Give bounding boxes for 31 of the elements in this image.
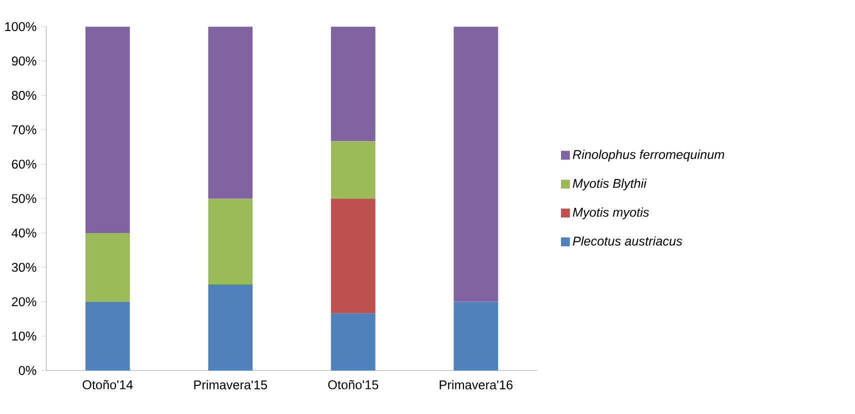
x-tick-label: Primavera'15 bbox=[194, 380, 268, 390]
y-tick-label: 90% bbox=[12, 56, 36, 66]
x-tick-label: Primavera'16 bbox=[440, 380, 513, 390]
y-tick-label: 60% bbox=[12, 160, 36, 169]
bar bbox=[85, 302, 130, 371]
x-tick-label: Otoño'14 bbox=[82, 380, 133, 390]
y-tick-label: 100% bbox=[5, 22, 36, 32]
bar bbox=[454, 26, 498, 302]
bar bbox=[208, 198, 253, 285]
y-tick-label: 50% bbox=[12, 194, 36, 204]
x-tick-label: Otoño'15 bbox=[328, 380, 378, 390]
bar bbox=[330, 141, 376, 199]
legend-label: Myotis myotis bbox=[572, 208, 649, 220]
legend-label: Rinolophus ferromequinum bbox=[572, 150, 724, 162]
bar bbox=[454, 302, 498, 371]
bar bbox=[330, 26, 376, 142]
y-tick-label: 10% bbox=[12, 332, 36, 341]
bar bbox=[85, 26, 130, 234]
y-tick-label: 0% bbox=[18, 366, 36, 376]
bar bbox=[208, 284, 253, 371]
y-tick-label: 30% bbox=[12, 263, 36, 272]
y-tick-label: 20% bbox=[12, 297, 36, 306]
bar bbox=[330, 313, 376, 371]
y-tick-label: 40% bbox=[12, 228, 36, 238]
bar bbox=[85, 233, 130, 302]
y-tick-label: 80% bbox=[12, 91, 36, 100]
legend-label: Myotis Blythii bbox=[572, 178, 647, 191]
y-tick-label: 70% bbox=[12, 125, 36, 134]
bar bbox=[330, 198, 376, 314]
legend-label: Plecotus austriacus bbox=[572, 236, 682, 246]
bar bbox=[208, 26, 253, 199]
